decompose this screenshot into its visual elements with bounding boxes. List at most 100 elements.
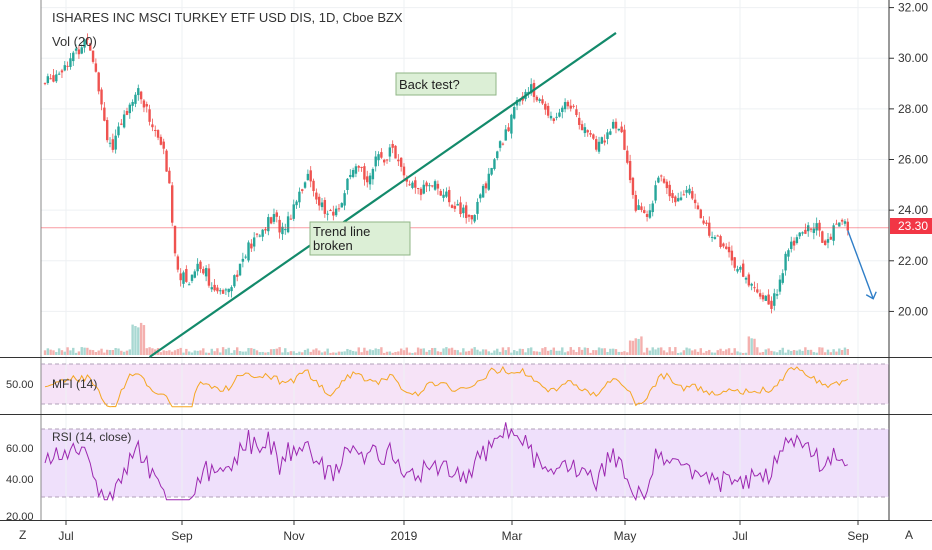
volume-bar: [832, 349, 835, 355]
volume-bar: [216, 348, 219, 355]
volume-bar: [168, 350, 171, 355]
volume-bar: [580, 349, 584, 355]
volume-bar: [657, 347, 660, 355]
volume-bar: [555, 350, 558, 355]
volume-bar: [97, 350, 100, 355]
volume-bar: [764, 349, 767, 355]
volume-bar: [224, 349, 228, 355]
candle-body: [826, 239, 830, 243]
volume-bar: [445, 347, 448, 355]
time-tick-label: 2019: [391, 529, 418, 543]
candle-body: [142, 100, 146, 108]
volume-bar: [83, 347, 86, 355]
volume-bar: [187, 351, 191, 355]
candle-body: [43, 83, 47, 85]
volume-bar: [507, 347, 510, 355]
zoom-reset-button[interactable]: Z: [19, 528, 26, 542]
candle-body: [801, 232, 804, 234]
back-test-callout[interactable]: Back test?: [395, 72, 497, 96]
volume-bar: [414, 352, 417, 355]
candle-body: [778, 279, 782, 292]
volume-bar: [448, 348, 451, 355]
candle-body: [722, 243, 725, 247]
volume-bar: [736, 351, 739, 355]
volume-bar: [725, 349, 728, 355]
candle-body: [139, 91, 143, 100]
candle-body: [676, 198, 680, 202]
candle-body: [156, 130, 160, 138]
candle-body: [566, 101, 570, 107]
volume-bar: [699, 348, 702, 355]
volume-bar: [674, 347, 677, 355]
auto-scale-button[interactable]: A: [905, 528, 913, 542]
candle-body: [592, 134, 595, 139]
candle-body: [648, 210, 652, 218]
candle-body: [812, 228, 816, 233]
candle-body: [351, 169, 355, 178]
volume-bar: [134, 326, 137, 355]
volume-bar: [425, 351, 428, 355]
volume-bar: [660, 347, 663, 355]
volume-bar: [744, 352, 748, 355]
candle-body: [77, 49, 81, 55]
volume-bar: [792, 350, 796, 355]
candle-body: [479, 194, 482, 199]
volume-bar: [419, 348, 423, 355]
volume-bar: [614, 349, 618, 355]
candle-body: [645, 214, 649, 217]
candle-body: [258, 235, 262, 237]
candle-body: [303, 182, 307, 188]
volume-bar: [202, 348, 205, 355]
volume-bar: [72, 347, 75, 355]
candle-body: [320, 202, 324, 208]
candle-body: [693, 199, 697, 204]
volume-bar: [303, 349, 307, 355]
candle-body: [552, 118, 555, 122]
time-tick-label: Mar: [502, 529, 523, 543]
volume-bar: [306, 348, 310, 355]
candle-body: [137, 88, 140, 96]
candle-body: [134, 94, 137, 104]
volume-bar: [552, 347, 555, 355]
volume-bar: [634, 338, 637, 355]
candle-body: [233, 275, 236, 287]
volume-bar: [80, 347, 83, 355]
volume-bar: [549, 349, 553, 355]
volume-bar: [394, 351, 397, 355]
candle-body: [199, 261, 202, 269]
volume-bar: [250, 348, 253, 355]
trend-broken-line1: Trend line: [313, 224, 370, 239]
volume-bar: [708, 349, 711, 355]
candle-body: [196, 263, 199, 272]
volume-bar: [74, 352, 78, 355]
forecast-arrow[interactable]: [847, 230, 874, 300]
volume-bar: [122, 351, 126, 355]
trend-broken-callout[interactable]: Trend line broken: [309, 221, 411, 256]
volume-bar: [676, 352, 680, 355]
candle-body: [83, 39, 86, 48]
candle-body: [507, 127, 510, 132]
volume-bar: [628, 340, 632, 355]
candle-body: [611, 121, 615, 129]
volume-bar: [809, 349, 813, 355]
candle-body: [493, 159, 496, 169]
volume-bar: [402, 350, 406, 355]
candle-body: [431, 185, 434, 187]
volume-bar: [821, 347, 824, 355]
volume-bar: [162, 350, 165, 355]
candle-body: [835, 223, 838, 225]
volume-bar: [360, 352, 363, 355]
candle-body: [363, 166, 366, 180]
trend-line[interactable]: [148, 32, 617, 358]
candle-body: [838, 222, 841, 227]
volume-bar: [383, 352, 386, 355]
candle-body: [227, 288, 230, 293]
volume-bar: [496, 348, 499, 355]
volume-bar: [741, 352, 745, 355]
volume-bar: [281, 352, 284, 355]
volume-bar: [775, 352, 779, 355]
candlestick-series: [43, 33, 849, 314]
candle-body: [597, 141, 601, 152]
candle-body: [691, 191, 694, 199]
candle-body: [623, 129, 626, 150]
